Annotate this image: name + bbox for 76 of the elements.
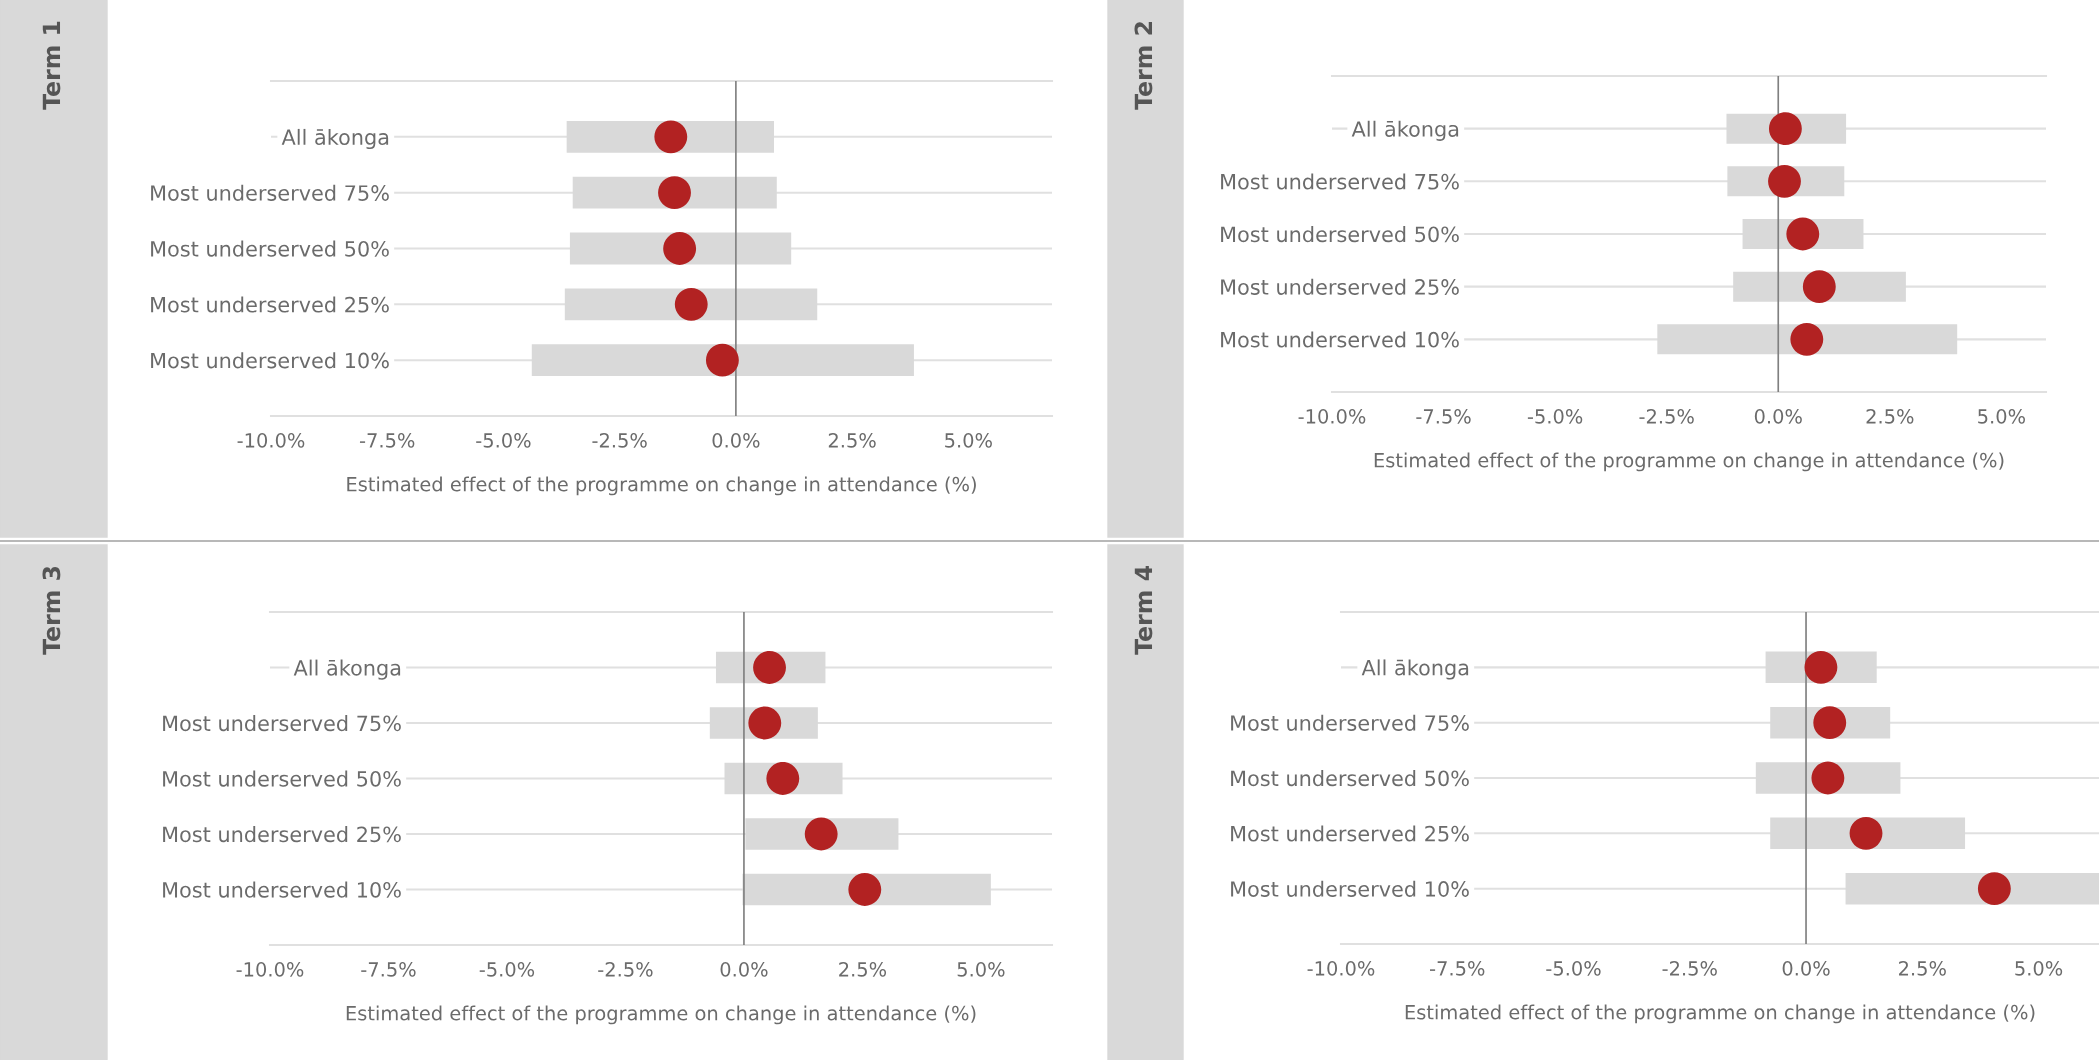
x-tick-label: 5.0% [2015, 961, 2063, 976]
x-tick-label: -7.5% [361, 962, 416, 977]
point [1977, 872, 2011, 906]
y-tick-label: Most underserved 25% [163, 826, 401, 843]
x-tick-label: -2.5% [1639, 409, 1694, 424]
point [658, 176, 691, 210]
chart-title: Term 2 [1134, 22, 1153, 110]
x-tick-label: -10.0% [1298, 409, 1366, 424]
x-tick-label: -7.5% [359, 433, 415, 448]
point [1786, 217, 1820, 251]
point [674, 287, 708, 321]
x-tick-label: -7.5% [1416, 409, 1471, 424]
x-tick-label: -5.0% [1527, 409, 1583, 424]
y-tick-label: All ākonga [1351, 120, 1459, 141]
x-tick-label: 0.0% [720, 962, 768, 977]
point [804, 817, 838, 851]
x-tick-label: 0.0% [1782, 961, 1830, 976]
point [1768, 164, 1801, 198]
y-tick-label: Most underserved 10% [1221, 331, 1459, 348]
x-tick-label: 5.0% [945, 433, 992, 448]
x-tick-label: -2.5% [1662, 961, 1717, 976]
point [1802, 270, 1836, 304]
y-tick-label: Most underserved 10% [1231, 880, 1469, 897]
y-tick-label: Most underserved 10% [163, 881, 401, 898]
point [1768, 112, 1802, 146]
point [748, 706, 782, 740]
y-tick-label: Most underserved 75% [151, 184, 389, 201]
x-tick-label: -5.0% [476, 433, 531, 448]
x-tick-label: -2.5% [598, 962, 653, 977]
y-tick-label: Most underserved 10% [151, 352, 389, 369]
y-tick-label: Most underserved 75% [1231, 714, 1469, 731]
x-tick-label: 2.5% [1899, 961, 1946, 976]
x-axis-title: Estimated effect of the programme on change in attendance (%) [1405, 1004, 2035, 1024]
x-axis-title: Estimated effect of the programme on change in attendance (%) [1374, 452, 2004, 472]
point [1813, 706, 1847, 740]
point [1849, 816, 1883, 850]
x-tick-label: 0.0% [1754, 409, 1802, 424]
y-tick-label: Most underserved 25% [151, 296, 389, 313]
x-tick-label: -10.0% [1307, 961, 1375, 976]
y-tick-label: All ākonga [1361, 659, 1469, 680]
y-tick-label: Most underserved 75% [1221, 173, 1459, 190]
x-tick-label: -2.5% [592, 433, 647, 448]
y-tick-label: Most underserved 50% [1221, 226, 1459, 243]
x-tick-label: -5.0% [479, 962, 535, 977]
y-tick-label: Most underserved 25% [1231, 825, 1469, 842]
point [766, 762, 800, 795]
point [753, 651, 786, 684]
y-tick-label: All ākonga [281, 128, 389, 150]
x-tick-label: -10.0% [237, 433, 305, 448]
x-tick-label: 0.0% [712, 433, 760, 448]
text: Term 3 [42, 566, 61, 655]
point [1804, 650, 1838, 684]
y-tick-label: All ākonga [293, 659, 401, 680]
point [848, 873, 882, 906]
y-tick-label: Most underserved 75% [163, 715, 401, 732]
y-tick-label: Most underserved 50% [163, 770, 401, 787]
x-tick-label: 2.5% [828, 433, 876, 448]
x-tick-label: 5.0% [957, 962, 1005, 977]
x-tick-label: -10.0% [236, 962, 304, 977]
point [663, 232, 697, 265]
x-axis-title: Estimated effect of the programme on change in attendance (%) [346, 1005, 976, 1025]
x-tick-label: 2.5% [839, 962, 887, 977]
x-tick-label: 2.5% [1866, 409, 1914, 424]
point [1790, 322, 1824, 356]
x-axis-title: Estimated effect of the programme on change in attendance (%) [347, 476, 976, 496]
text: Term 1 [42, 21, 61, 110]
y-tick-label: Most underserved 50% [1231, 770, 1469, 787]
point [1811, 761, 1845, 795]
text: Term 4 [1134, 566, 1153, 655]
point [705, 343, 739, 377]
y-tick-label: Most underserved 50% [151, 240, 389, 257]
x-tick-label: -5.0% [1546, 961, 1601, 976]
x-tick-label: 5.0% [1978, 409, 2025, 424]
y-tick-label: Most underserved 25% [1221, 278, 1459, 295]
point [654, 120, 688, 154]
x-tick-label: -7.5% [1430, 961, 1485, 976]
